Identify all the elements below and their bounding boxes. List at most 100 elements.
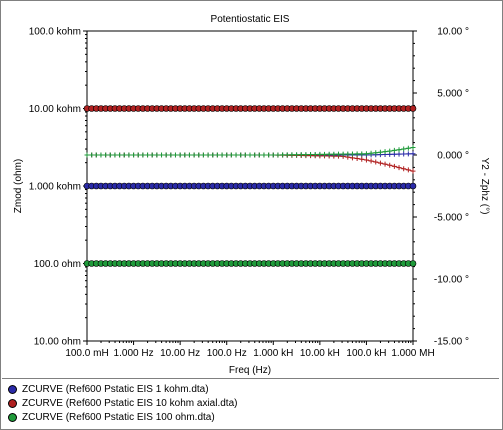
x-tick-label: 10.00 kH xyxy=(300,348,340,359)
phase-point xyxy=(168,152,174,158)
x-tick-label: 1.000 MH xyxy=(391,348,434,359)
phase-point xyxy=(182,152,188,158)
phase-point xyxy=(410,168,416,174)
phase-point xyxy=(289,152,295,158)
phase-point xyxy=(401,146,407,152)
phase-point xyxy=(368,158,374,164)
phase-point xyxy=(373,150,379,156)
phase-point xyxy=(186,152,192,158)
phase-point xyxy=(284,152,290,158)
phase-point xyxy=(363,157,369,163)
phase-point xyxy=(163,152,169,158)
legend-item[interactable]: ZCURVE (Ref600 Pstatic EIS 10 kohm axial… xyxy=(8,396,237,410)
phase-point xyxy=(103,152,109,158)
phase-point xyxy=(177,152,183,158)
phase-point xyxy=(382,149,388,155)
phase-point xyxy=(205,152,211,158)
phase-point xyxy=(382,161,388,167)
y-right-tick-label: 0.000 ° xyxy=(437,151,469,162)
phase-point xyxy=(303,152,309,158)
x-tick-label: 100.0 Hz xyxy=(207,348,247,359)
legend-marker-icon xyxy=(8,398,17,408)
phase-point xyxy=(196,152,202,158)
phase-point xyxy=(242,152,248,158)
phase-point xyxy=(317,151,323,157)
y-right-axis-label: Y2 - Zphz (°) xyxy=(479,158,490,215)
phase-point xyxy=(349,151,355,157)
phase-point xyxy=(140,152,146,158)
phase-point xyxy=(126,152,132,158)
phase-point xyxy=(368,150,374,156)
phase-point xyxy=(200,152,206,158)
modulus-point xyxy=(409,260,417,267)
phase-point xyxy=(294,152,300,158)
legend-item[interactable]: ZCURVE (Ref600 Pstatic EIS 1 kohm.dta) xyxy=(8,382,209,396)
modulus-point xyxy=(409,182,417,190)
phase-point xyxy=(210,152,216,158)
y-left-tick-label: 1.000 kohm xyxy=(29,182,81,193)
phase-point xyxy=(312,151,318,157)
phase-point xyxy=(298,152,304,158)
legend-label: ZCURVE (Ref600 Pstatic EIS 100 ohm.dta) xyxy=(22,411,215,423)
phase-point xyxy=(256,152,262,158)
phase-point xyxy=(98,152,104,158)
phase-point xyxy=(145,152,151,158)
phase-point xyxy=(89,152,95,158)
phase-point xyxy=(224,152,230,158)
phase-point xyxy=(172,152,178,158)
phase-point xyxy=(391,147,397,153)
phase-point xyxy=(191,152,197,158)
phase-point xyxy=(359,151,365,157)
axis-ticks: 100.0 mH 1.000 Hz 10.00 Hz 100.0 Hz 1.000 kH… xyxy=(29,27,469,360)
phase-point xyxy=(238,152,244,158)
phase-point xyxy=(135,152,141,158)
phase-point xyxy=(396,151,402,157)
phase-point xyxy=(247,152,253,158)
y-left-tick-label: 10.00 ohm xyxy=(34,337,81,348)
y-right-tick-label: -5.000 ° xyxy=(434,213,469,224)
phase-point xyxy=(405,151,411,157)
phase-point xyxy=(396,165,402,171)
phase-point xyxy=(270,152,276,158)
phase-point xyxy=(322,151,328,157)
x-tick-label: 100.0 kH xyxy=(346,348,386,359)
phase-point xyxy=(387,148,393,154)
phase-point xyxy=(373,159,379,165)
chart: Potentiostatic EIS Freq (Hz) Zmod (ohm) … xyxy=(13,14,490,376)
phase-point xyxy=(84,152,90,158)
phase-point xyxy=(154,152,160,158)
phase-point xyxy=(345,151,351,157)
x-tick-label: 1.000 Hz xyxy=(114,348,154,359)
phase-point xyxy=(280,152,286,158)
phase-point xyxy=(387,162,393,168)
phase-point xyxy=(261,152,267,158)
x-tick-label: 1.000 kH xyxy=(253,348,293,359)
phase-point xyxy=(159,152,165,158)
phase-point xyxy=(354,151,360,157)
legend-marker-icon xyxy=(8,384,17,394)
phase-point xyxy=(331,151,337,157)
phase-point xyxy=(377,149,383,155)
phase-point xyxy=(252,152,258,158)
chart-title: Potentiostatic EIS xyxy=(211,14,290,25)
phase-point xyxy=(233,152,239,158)
legend: ZCURVE (Ref600 Pstatic EIS 1 kohm.dta) Z… xyxy=(2,378,499,426)
legend-item[interactable]: ZCURVE (Ref600 Pstatic EIS 100 ohm.dta) xyxy=(8,410,215,424)
phase-point xyxy=(326,151,332,157)
phase-point xyxy=(308,152,314,158)
legend-marker-icon xyxy=(8,412,17,422)
y-left-tick-label: 100.0 kohm xyxy=(29,27,81,38)
legend-label: ZCURVE (Ref600 Pstatic EIS 10 kohm axial… xyxy=(22,397,238,409)
modulus-point xyxy=(409,105,417,112)
phase-point xyxy=(149,152,155,158)
phase-point xyxy=(93,152,99,158)
phase-point xyxy=(219,152,225,158)
y-right-tick-label: 5.000 ° xyxy=(437,89,469,100)
y-left-tick-label: 10.00 kohm xyxy=(29,104,81,115)
phase-point xyxy=(335,151,341,157)
phase-point xyxy=(131,152,137,158)
phase-point xyxy=(275,152,281,158)
phase-point xyxy=(266,152,272,158)
phase-point xyxy=(340,151,346,157)
